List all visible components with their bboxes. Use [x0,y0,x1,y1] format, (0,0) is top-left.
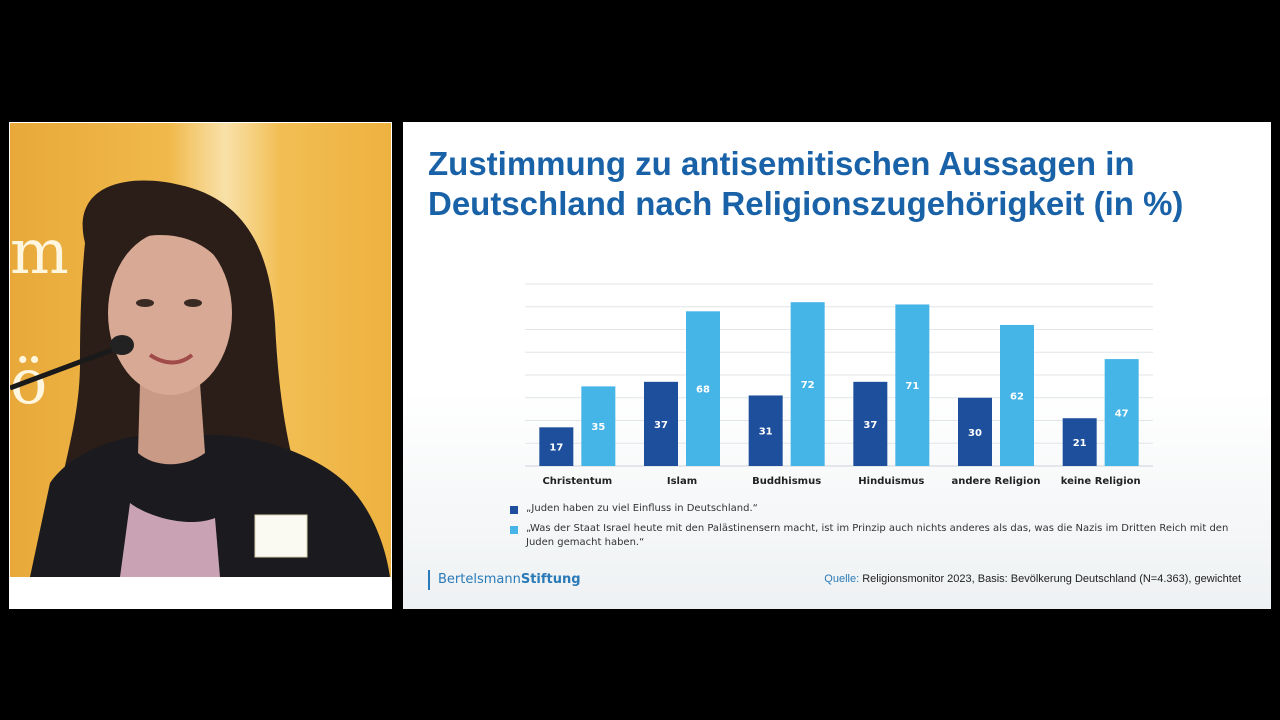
data-label: 31 [759,427,773,438]
webcam-video: m ö [9,122,392,609]
logo-text-regular: Bertelsmann [438,572,521,587]
chart-legend: „Juden haben zu viel Einfluss in Deutsch… [510,502,1250,556]
legend-swatch [510,526,518,534]
bar-chart: 17 35 Christentum 37 68 Islam 31 72 Buddhismus 37… [525,283,1153,487]
bar [958,397,992,466]
source-note: Quelle: Religionsmonitor 2023, Basis: Be… [824,573,1241,585]
bar [686,311,720,466]
x-tick-label: keine Religion [1061,476,1141,487]
speaker-figure [10,180,390,577]
slide-title: Zustimmung zu antisemitischen Aussagen i… [428,145,1184,222]
data-label: 17 [549,443,563,454]
data-label: 62 [1010,391,1024,402]
x-tick-label: Hinduismus [858,476,924,487]
x-tick-label: Christentum [542,476,612,487]
legend-label: „Was der Staat Israel heute mit den Palä… [526,523,1229,548]
data-label: 71 [905,381,919,392]
data-label: 72 [801,380,815,391]
bertelsmann-logo: BertelsmannStiftung [428,570,581,590]
data-label: 30 [968,428,982,439]
data-label: 21 [1073,438,1087,449]
legend-swatch [510,506,518,514]
wall-letter: m [10,215,69,288]
bar [1000,324,1034,466]
bar [1104,359,1139,466]
source-label: Quelle: [824,573,860,585]
x-tick-label: Buddhismus [752,476,821,487]
webcam-scene: m ö [10,123,391,577]
bar [644,381,678,466]
bar [581,386,616,466]
bar [895,304,930,466]
data-label: 68 [696,385,710,396]
data-label: 35 [591,422,605,433]
legend-item: „Juden haben zu viel Einfluss in Deutsch… [510,502,1250,516]
data-label: 47 [1115,409,1129,420]
bar [539,427,574,466]
bar [853,381,888,466]
logo-text-bold: Stiftung [520,572,581,587]
data-label: 37 [863,420,877,431]
legend-label: „Juden haben zu viel Einfluss in Deutsch… [526,503,758,514]
bar [748,395,783,466]
x-tick-label: andere Religion [952,476,1041,487]
data-label: 37 [654,420,668,431]
source-text: Religionsmonitor 2023, Basis: Bevölkerun… [862,573,1241,585]
bar [790,302,825,466]
presentation-slide: Zustimmung zu antisemitischen Aussagen i… [403,122,1271,609]
bar [1062,418,1097,466]
x-tick-label: Islam [667,476,697,487]
legend-item: „Was der Staat Israel heute mit den Palä… [510,522,1250,550]
